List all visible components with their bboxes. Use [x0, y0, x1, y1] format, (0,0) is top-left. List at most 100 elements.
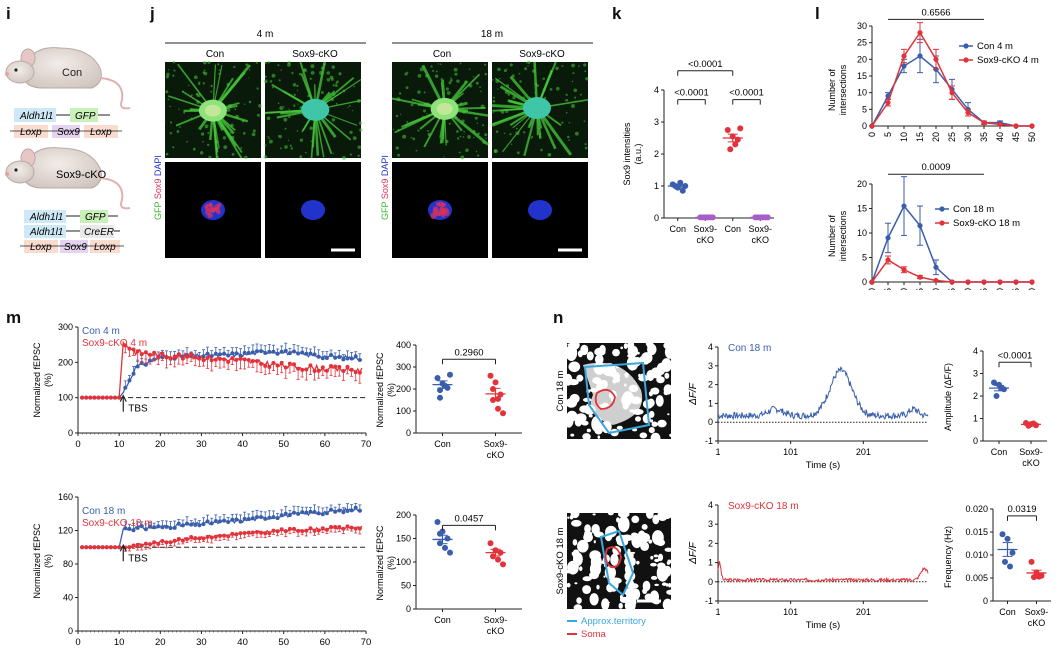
image-speck [582, 397, 592, 403]
gfp-speck [217, 63, 220, 66]
x-tick-label: 1 [715, 447, 720, 457]
data-point [312, 352, 317, 357]
gfp-speck [584, 146, 588, 150]
data-point [300, 350, 305, 355]
gfp-speck [283, 117, 288, 122]
gfp-speck [165, 90, 169, 94]
data-point [917, 274, 923, 280]
gfp-speck [183, 111, 186, 114]
data-point [267, 349, 272, 354]
y-tick-label: -1 [705, 436, 713, 446]
data-point [271, 349, 276, 354]
x-tick-label: 35 [979, 132, 989, 142]
gfp-speck [358, 121, 363, 125]
gfp-speck [352, 136, 357, 141]
gfp-speck [349, 153, 352, 156]
y-tick-label: 1 [708, 398, 713, 408]
gfp-speck [456, 130, 459, 133]
gfp-speck [248, 100, 252, 104]
gfp-speck [423, 91, 426, 94]
x-tick-label: 30 [196, 637, 207, 648]
gfp-speck [258, 103, 262, 108]
x-tick-label: 40 [995, 132, 1005, 142]
data-point [259, 361, 264, 366]
y-axis-label: ΔF/F [688, 541, 699, 565]
image-speck [588, 414, 593, 418]
image-speck [631, 551, 636, 554]
gfp-speck [506, 68, 508, 70]
data-point [209, 521, 214, 526]
data-point [917, 223, 923, 229]
image-speck [564, 373, 573, 386]
data-point [254, 349, 259, 354]
image-speck [666, 561, 671, 565]
data-point [143, 527, 148, 532]
x-tick-label: 30 [196, 439, 207, 450]
x-tick-label: 15 [915, 132, 925, 142]
data-point [148, 352, 152, 357]
trace-line [717, 561, 929, 584]
gfp-speck [543, 96, 547, 100]
gfp-speck [277, 64, 280, 67]
data-point [139, 352, 144, 357]
data-point [267, 531, 272, 536]
image-speck [566, 350, 569, 353]
data-point [197, 356, 202, 361]
data-point [316, 511, 321, 516]
gfp-speck [575, 100, 577, 102]
data-point [287, 351, 292, 356]
data-point [353, 354, 358, 359]
gfp-speck [427, 129, 429, 132]
image-speck [586, 428, 591, 433]
gfp-speck [516, 151, 520, 155]
data-point [92, 545, 97, 550]
data-point [205, 351, 210, 356]
image-speck [641, 523, 648, 530]
data-point [279, 513, 284, 518]
gfp-speck [167, 98, 170, 101]
data-point [176, 352, 181, 357]
chart-n1: -1 0 1 2 3 4 1 101 201 Time (s) Con 18 m ΔF/F [688, 342, 929, 471]
data-point [230, 351, 235, 356]
image-speck [636, 560, 640, 565]
x-tick-label: 40 [237, 439, 248, 450]
age-label-4m: 4 m [257, 29, 274, 40]
image-speck [666, 589, 676, 595]
image-speck [572, 549, 580, 560]
data-point [180, 538, 185, 543]
gfp-speck [215, 155, 219, 159]
gfp-speck [330, 97, 334, 102]
y-tick-label: 0 [654, 213, 659, 223]
gfp-speck [395, 114, 399, 118]
data-point [143, 362, 148, 367]
gfp-speck [296, 84, 299, 88]
gfp-speck [417, 129, 420, 132]
image-speck [570, 433, 575, 437]
mouse-cko-title: Sox9-cKO [56, 169, 107, 181]
gfp-speck [477, 154, 480, 157]
y-tick-label: 3 [708, 361, 713, 371]
data-point [131, 371, 136, 376]
image-speck [664, 372, 670, 379]
data-point [172, 354, 177, 359]
gfp-speck [199, 151, 204, 155]
x-tick-label: 5 [883, 132, 893, 137]
series-line [871, 258, 1032, 283]
x-tick-label: 70 [361, 439, 372, 450]
data-point [135, 542, 140, 547]
image-speck [644, 593, 653, 601]
gfp-speck [196, 100, 200, 104]
x-tick-label: cKO [1028, 618, 1046, 628]
data-point [80, 545, 85, 550]
gene-aldh1l1: Aldh1l1 [19, 111, 53, 122]
gfp-speck [304, 151, 307, 154]
panel-label-k: k [612, 4, 622, 23]
y-tick-label: 15 [857, 204, 867, 214]
gfp-speck [267, 60, 271, 64]
x-tick-label: 25 [947, 132, 957, 142]
gfp-speck [256, 113, 260, 117]
data-point [213, 534, 218, 539]
data-point [296, 511, 301, 516]
data-point [213, 351, 218, 356]
